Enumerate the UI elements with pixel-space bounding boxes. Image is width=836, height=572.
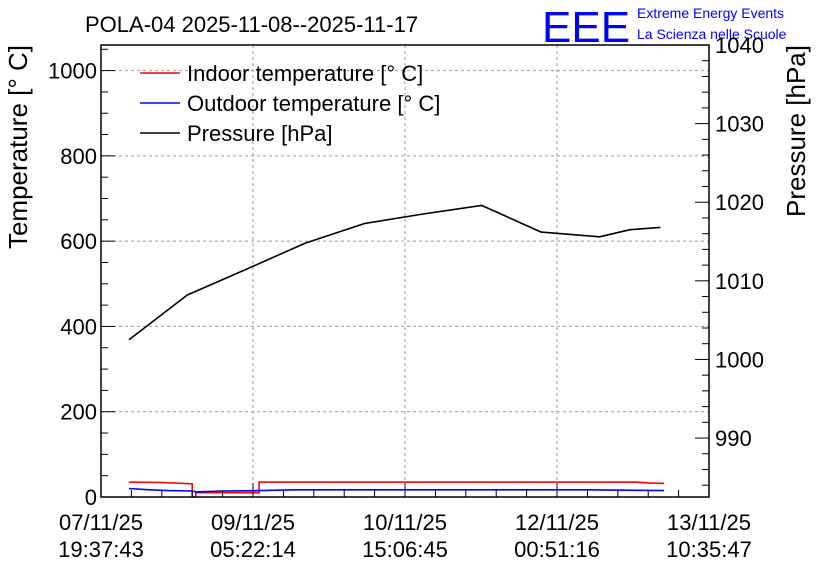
x-tick-label-time: 10:35:47 <box>666 537 752 562</box>
series-line-3 <box>128 204 661 341</box>
y-right-tick-label: 1040 <box>715 33 764 58</box>
chart-title: POLA-04 2025-11-08--2025-11-17 <box>85 12 418 37</box>
y-right-tick-label: 1020 <box>715 190 764 215</box>
x-tick-label-date: 13/11/25 <box>667 510 751 535</box>
y-left-tick-label: 400 <box>60 314 97 339</box>
legend: Indoor temperature [° C] Outdoor temperat… <box>140 61 440 146</box>
legend-label-1: Indoor temperature [° C] <box>187 61 423 86</box>
y-right-tick-label: 1030 <box>715 112 764 137</box>
y-left-tick-label: 200 <box>60 400 97 425</box>
y-left-tick-label: 600 <box>60 229 97 254</box>
x-tick-label-time: 19:37:43 <box>58 537 144 562</box>
y-right-tick-label: 990 <box>715 426 752 451</box>
logo-line1: Extreme Energy Events <box>637 5 784 21</box>
x-tick-label-date: 09/11/25 <box>211 510 295 535</box>
y-left-tick-label: 0 <box>85 485 97 510</box>
y-axis-label-left: Temperature [° C] <box>3 45 33 249</box>
legend-label-2: Outdoor temperature [° C] <box>187 91 440 116</box>
x-tick-label-date: 07/11/25 <box>59 510 143 535</box>
x-tick-label-time: 15:06:45 <box>362 537 448 562</box>
logo-line2: La Scienza nelle Scuole <box>637 26 787 42</box>
y-left-tick-label: 800 <box>60 144 97 169</box>
grid <box>101 45 709 497</box>
x-tick-label-date: 10/11/25 <box>363 510 447 535</box>
series-lines <box>128 204 665 498</box>
y-right-tick-label: 1010 <box>715 269 764 294</box>
eee-logo: EEE Extreme Energy Events La Scienza nel… <box>542 3 787 52</box>
x-tick-label-date: 12/11/25 <box>515 510 599 535</box>
legend-label-3: Pressure [hPa] <box>187 121 333 146</box>
x-tick-label-time: 00:51:16 <box>514 537 600 562</box>
y-axis-label-right: Pressure [hPa] <box>781 45 811 217</box>
y-right-tick-label: 1000 <box>715 347 764 372</box>
series-line-1 <box>128 481 665 498</box>
logo-mark: EEE <box>542 3 630 52</box>
x-tick-label-time: 05:22:14 <box>210 537 296 562</box>
series-line-2 <box>128 487 665 493</box>
y-left-tick-label: 1000 <box>48 59 97 84</box>
